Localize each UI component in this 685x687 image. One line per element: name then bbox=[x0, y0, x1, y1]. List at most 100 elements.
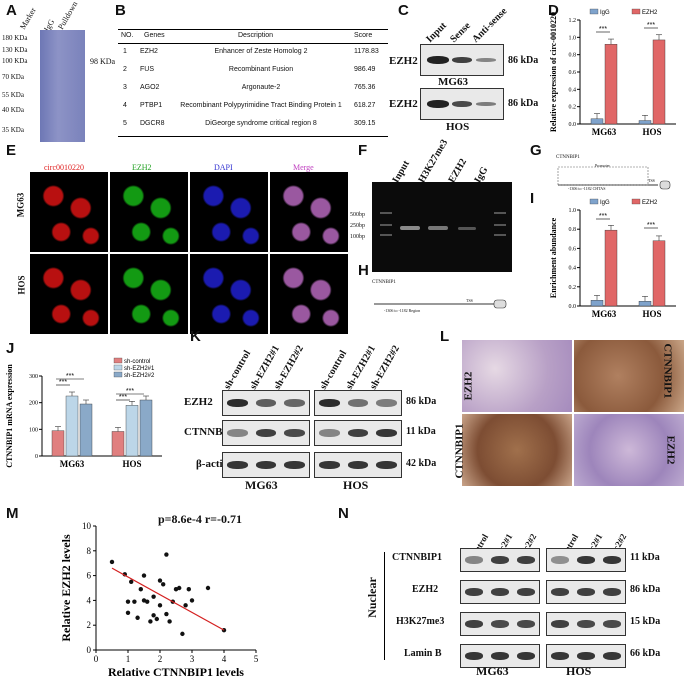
bar bbox=[139, 399, 153, 457]
b-row-3-desc: Recombinant Polypyrimidine Tract Binding… bbox=[180, 102, 342, 109]
e-image-r1-c3 bbox=[270, 254, 348, 334]
b-row-1-score: 986.49 bbox=[354, 66, 376, 73]
f-ladder-500: 500bp bbox=[350, 212, 365, 218]
y-axis-label: Enrichment abundance bbox=[549, 217, 558, 298]
legend-swatch bbox=[113, 357, 123, 364]
scatter-point bbox=[177, 585, 182, 591]
a-marker-2: 100 KDa bbox=[2, 57, 28, 65]
scatter-point bbox=[154, 616, 159, 622]
k-blot-hos-0-band-2 bbox=[376, 399, 397, 407]
y-tick-label: 300 bbox=[29, 374, 38, 380]
c-cell-mg63: MG63 bbox=[438, 76, 468, 88]
e-image-r1-c0 bbox=[30, 254, 108, 334]
n-blot-mg63-2-band-0 bbox=[465, 620, 483, 628]
sig-mark: *** bbox=[59, 379, 67, 386]
chart-d: 0.0 0.2 0.4 0.6 0.8 1.0 1.2 MG63 HOS IgG EZH2 Relat… bbox=[549, 8, 676, 137]
n-cell-hos: HOS bbox=[566, 664, 592, 678]
y-tick-label: 0.6 bbox=[569, 246, 577, 252]
panel-label-e: E bbox=[6, 142, 17, 159]
l-img-3 bbox=[462, 414, 572, 486]
n-blot-mg63-2 bbox=[460, 612, 540, 636]
c-blot-mg63 bbox=[420, 44, 504, 76]
y-tick-label: 2 bbox=[87, 620, 92, 630]
legend-label: IgG bbox=[600, 10, 610, 16]
n-bracket bbox=[384, 552, 389, 660]
y-tick-label: 8 bbox=[87, 546, 92, 556]
k-size-1: 11 kDa bbox=[406, 426, 436, 437]
scatter-point bbox=[125, 599, 131, 604]
k-blot-hos-2-band-1 bbox=[347, 461, 369, 469]
n-blot-hos-3-band-2 bbox=[603, 652, 621, 660]
e-stain-circ: circ0010220 bbox=[44, 163, 84, 172]
sig-mark: *** bbox=[647, 222, 655, 229]
legend-swatch bbox=[589, 198, 599, 205]
k-protein-0: EZH2 bbox=[184, 396, 213, 408]
a-marker-6: 35 KDa bbox=[2, 126, 24, 134]
scatter-point bbox=[129, 579, 134, 584]
m-stat: p=8.6e-4 r=-0.71 bbox=[158, 512, 242, 526]
b-row-3-gene: PTBP1 bbox=[140, 102, 163, 109]
sig-mark: *** bbox=[119, 394, 127, 401]
n-blot-mg63-3 bbox=[460, 644, 540, 668]
k-blot-hos-1-band-2 bbox=[376, 429, 397, 437]
bar bbox=[65, 395, 79, 457]
n-blot-mg63-1-band-2 bbox=[517, 588, 535, 596]
k-blot-mg63-2-band-0 bbox=[227, 461, 248, 469]
legend-swatch bbox=[631, 8, 641, 15]
y-tick-label: 0.2 bbox=[569, 285, 577, 291]
legend-label: EZH2 bbox=[642, 200, 658, 206]
n-blot-hos-0 bbox=[546, 548, 626, 572]
l-stain-2: CTNNBIP1 bbox=[661, 343, 674, 399]
sig-mark: *** bbox=[126, 388, 134, 395]
scatter-point bbox=[167, 619, 172, 624]
y-tick-label: 0.8 bbox=[569, 227, 577, 233]
x-category-label: HOS bbox=[642, 127, 661, 137]
panel-label-k: K bbox=[190, 328, 201, 345]
n-blot-mg63-0 bbox=[460, 548, 540, 572]
k-cell-mg63: MG63 bbox=[245, 478, 278, 492]
n-blot-hos-0-band-1 bbox=[577, 556, 595, 564]
n-blot-mg63-3-band-0 bbox=[465, 652, 483, 660]
e-image-r1-c1 bbox=[110, 254, 188, 334]
b-row-0-score: 1178.83 bbox=[354, 48, 379, 55]
k-blot-hos-0-band-0 bbox=[319, 399, 340, 407]
e-stain-ezh2: EZH2 bbox=[132, 163, 152, 172]
b-row-0-desc: Enhancer of Zeste Homolog 2 bbox=[214, 48, 308, 55]
k-size-0: 86 kDa bbox=[406, 396, 437, 407]
bar bbox=[652, 240, 666, 307]
a-marker-0: 180 KDa bbox=[2, 34, 28, 42]
legend-label: sh-EZH2#1 bbox=[124, 366, 155, 372]
n-size-3: 66 kDa bbox=[630, 648, 661, 659]
y-tick-label: 200 bbox=[29, 401, 38, 407]
k-blot-hos-1-band-1 bbox=[347, 429, 369, 437]
y-tick-label: 0.2 bbox=[569, 105, 577, 111]
x-category-label: HOS bbox=[642, 309, 661, 319]
bar bbox=[111, 431, 125, 457]
panel-label-d: D bbox=[548, 2, 559, 19]
scatter-point bbox=[135, 615, 140, 620]
l-stain-4: EZH2 bbox=[664, 435, 677, 465]
legend-label: sh-EZH2#2 bbox=[124, 373, 155, 379]
n-size-2: 15 kDa bbox=[630, 616, 661, 627]
x-tick-label: 4 bbox=[222, 654, 227, 664]
b-row-1-desc: Recombinant Fusion bbox=[228, 66, 294, 73]
b-row-2-score: 765.36 bbox=[354, 84, 376, 91]
a-band-label: 98 KDa bbox=[90, 57, 116, 66]
b-row-2-no: 3 bbox=[123, 84, 127, 91]
g-tss: TSS bbox=[648, 178, 655, 183]
bar bbox=[652, 39, 666, 125]
c-blot-hos bbox=[420, 88, 504, 120]
y-axis-label: Relative EZH2 levels bbox=[59, 534, 73, 642]
n-blot-mg63-0-band-1 bbox=[491, 556, 509, 564]
scatter-point bbox=[151, 594, 156, 599]
f-lane-ezh2: EZH2 bbox=[446, 156, 470, 185]
b-row-4-no: 5 bbox=[123, 120, 127, 127]
legend-swatch bbox=[113, 364, 123, 371]
panel-label-l: L bbox=[440, 328, 450, 345]
x-tick-label: 3 bbox=[190, 654, 195, 664]
c-lane-sense: Sense bbox=[448, 20, 473, 45]
c-cell-hos: HOS bbox=[446, 121, 470, 133]
l-img-1 bbox=[462, 340, 572, 412]
panel-label-a: A bbox=[6, 2, 17, 19]
n-blot-mg63-3-band-1 bbox=[491, 652, 509, 660]
